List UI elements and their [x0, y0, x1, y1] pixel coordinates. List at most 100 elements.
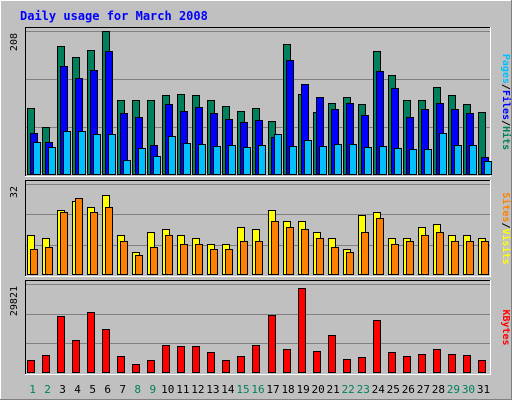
bar-pages [213, 146, 221, 175]
legend-part: KBytes [500, 309, 511, 345]
y-max-label: 208 [9, 33, 20, 51]
x-tick-label: 4 [74, 383, 81, 396]
x-tick-label: 2 [44, 383, 51, 396]
bar-pages [454, 145, 462, 175]
x-tick-label: 6 [104, 383, 111, 396]
legend-part: Visits [500, 229, 512, 265]
bar-sites [271, 221, 279, 275]
legend-part: Hits [500, 126, 512, 150]
bar-kbytes [343, 359, 351, 373]
x-tick-label: 1 [29, 383, 36, 396]
legend-part: Sites [500, 192, 512, 222]
bar-pages [168, 136, 176, 175]
x-tick-label: 22 [342, 383, 355, 396]
legend-part: / [500, 84, 511, 90]
bar-pages [319, 146, 327, 175]
bar-sites [331, 247, 339, 275]
bar-pages [289, 146, 297, 175]
x-tick-label: 17 [266, 383, 279, 396]
bar-sites [105, 207, 113, 275]
y-max-label: 32 [9, 186, 20, 198]
bar-kbytes [177, 346, 185, 373]
x-tick-label: 13 [206, 383, 219, 396]
bar-kbytes [283, 349, 291, 373]
bar-kbytes [87, 312, 95, 373]
bar-pages [93, 134, 101, 175]
x-tick-label: 9 [149, 383, 156, 396]
bar-sites [30, 249, 38, 275]
x-tick-label: 27 [417, 383, 430, 396]
bar-sites [150, 247, 158, 275]
bar-sites [195, 244, 203, 275]
bar-kbytes [298, 288, 306, 373]
bar-kbytes [313, 351, 321, 373]
bar-sites [451, 241, 459, 275]
bar-kbytes [222, 360, 230, 373]
bar-sites [421, 235, 429, 275]
series-legend-label: KBytes [500, 309, 511, 345]
x-tick-label: 15 [236, 383, 249, 396]
bar-sites [466, 241, 474, 275]
bar-sites [301, 229, 309, 275]
panel-visits: 32 Sites/Visits [9, 180, 512, 277]
bar-sites [255, 241, 263, 275]
bar-sites [286, 227, 294, 275]
bar-kbytes [207, 352, 215, 373]
bar-kbytes [147, 360, 155, 373]
panel-hits: 208 Pages/Files/Hits [9, 27, 512, 177]
x-tick-label: 25 [387, 383, 400, 396]
bar-kbytes [192, 346, 200, 373]
bar-pages [304, 140, 312, 175]
bar-sites [120, 241, 128, 275]
bar-sites [180, 244, 188, 275]
bar-pages [439, 133, 447, 175]
legend-part: / [500, 120, 511, 126]
bar-pages [243, 147, 251, 175]
bar-kbytes [478, 360, 486, 373]
bar-pages [123, 160, 131, 175]
bar-pages [409, 149, 417, 175]
bar-sites [436, 232, 444, 275]
x-tick-label: 5 [89, 383, 96, 396]
bar-kbytes [252, 345, 260, 373]
bar-sites [316, 238, 324, 275]
bar-sites [240, 241, 248, 275]
x-tick-label: 8 [134, 383, 141, 396]
bar-kbytes [162, 345, 170, 373]
series-legend-label: Pages/Files/Hits [500, 54, 512, 150]
chart-panels: 208Pages/Files/Hits32Sites/Visits29821KB… [9, 27, 512, 375]
bar-kbytes [72, 340, 80, 373]
x-tick-label: 20 [312, 383, 325, 396]
bar-pages [469, 145, 477, 175]
bar-sites [346, 252, 354, 275]
x-tick-label: 24 [372, 383, 386, 396]
x-tick-label: 28 [432, 383, 445, 396]
x-tick-label: 19 [296, 383, 309, 396]
bar-pages [364, 147, 372, 175]
bar-kbytes [42, 355, 50, 373]
legend-part: Files [500, 90, 512, 120]
bar-kbytes [433, 349, 441, 373]
bar-pages [33, 142, 41, 175]
x-tick-label: 12 [191, 383, 204, 396]
bar-pages [108, 134, 116, 175]
bar-pages [484, 161, 492, 175]
x-tick-label: 16 [251, 383, 264, 396]
x-tick-label: 3 [59, 383, 66, 396]
bar-sites [60, 212, 68, 275]
x-tick-label: 21 [327, 383, 340, 396]
bar-kbytes [358, 357, 366, 373]
x-tick-label: 18 [281, 383, 294, 396]
x-tick-label: 11 [176, 383, 189, 396]
bar-kbytes [418, 354, 426, 373]
x-tick-label: 14 [221, 383, 235, 396]
x-tick-label: 26 [402, 383, 415, 396]
x-tick-label: 30 [462, 383, 475, 396]
series-legend-label: Sites/Visits [500, 192, 512, 264]
bar-kbytes [237, 356, 245, 373]
panel-kbytes: 29821 KBytes [9, 280, 511, 375]
bar-kbytes [403, 356, 411, 373]
bar-pages [138, 148, 146, 175]
x-tick-label: 29 [447, 383, 460, 396]
